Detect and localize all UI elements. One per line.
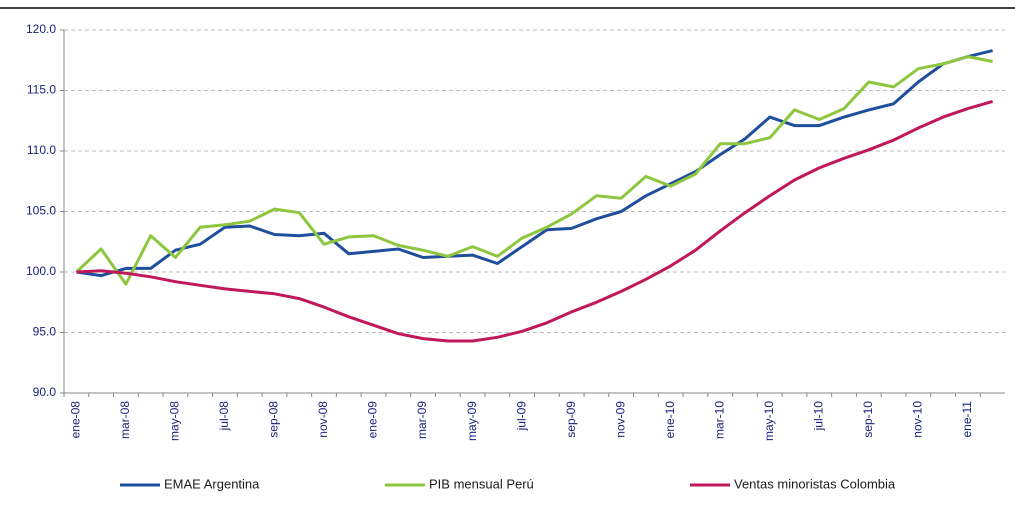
y-tick-label: 105.0 [26,204,56,218]
x-tick-label: jul-09 [514,401,528,432]
x-tick-label: sep-10 [861,401,875,438]
series-line [76,99,994,343]
x-tick-label: sep-09 [564,401,578,438]
x-tick-label: jul-08 [217,401,231,432]
x-tick-label: may-10 [762,401,776,441]
x-tick-label: mar-08 [118,401,132,439]
x-tick-label: may-08 [168,401,182,441]
x-tick-label: may-09 [465,401,479,441]
x-tick-label: ene-10 [663,401,677,439]
legend-label: Ventas minoristas Colombia [734,476,896,491]
series-line [76,49,993,278]
legend: EMAE Argentina PIB mensual Perú Ventas min… [120,476,896,491]
x-tick-label: ene-09 [366,401,380,439]
x-tick-label: ene-08 [69,401,83,439]
x-tick-label: nov-10 [911,401,925,438]
y-tick-label: 100.0 [26,264,56,278]
y-tick-label: 90.0 [33,385,57,399]
legend-label: EMAE Argentina [164,476,260,491]
x-tick-label: ene-11 [960,401,974,438]
x-tick-label: mar-10 [712,401,726,439]
y-tick-label: 115.0 [27,83,56,97]
x-tick-label: jul-10 [811,401,825,432]
legend-label: PIB mensual Perú [429,476,534,491]
y-tick-label: 120.0 [26,22,56,36]
x-tick-label: nov-08 [316,401,330,438]
x-tick-label: mar-09 [415,401,429,439]
y-tick-label: 110.0 [27,143,56,157]
series-line [75,55,993,286]
y-tick-label: 95.0 [33,325,57,339]
x-tick-label: sep-08 [267,401,281,438]
x-tick-label: nov-09 [613,401,627,438]
